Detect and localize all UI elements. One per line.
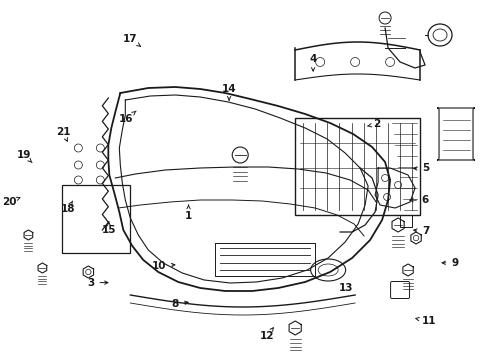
Text: 17: 17 [122, 34, 140, 46]
Text: 8: 8 [171, 299, 188, 309]
Text: 14: 14 [222, 84, 236, 100]
Text: 9: 9 [441, 258, 457, 268]
Bar [295, 118, 419, 215]
Bar [62, 185, 130, 253]
Text: 13: 13 [338, 283, 353, 293]
Text: 16: 16 [119, 111, 136, 124]
Text: 18: 18 [61, 201, 75, 214]
Text: 6: 6 [409, 195, 428, 205]
Text: 3: 3 [87, 278, 108, 288]
Text: 2: 2 [366, 119, 380, 129]
Text: 15: 15 [102, 222, 116, 235]
Text: 20: 20 [2, 197, 20, 207]
Text: 4: 4 [309, 54, 316, 71]
Text: 21: 21 [56, 127, 70, 141]
Text: 7: 7 [413, 226, 428, 237]
Text: 12: 12 [259, 328, 273, 341]
Text: 19: 19 [17, 150, 32, 163]
Text: 5: 5 [413, 163, 428, 174]
Text: 11: 11 [415, 316, 436, 326]
Text: 1: 1 [184, 205, 192, 221]
Text: 10: 10 [152, 261, 175, 271]
